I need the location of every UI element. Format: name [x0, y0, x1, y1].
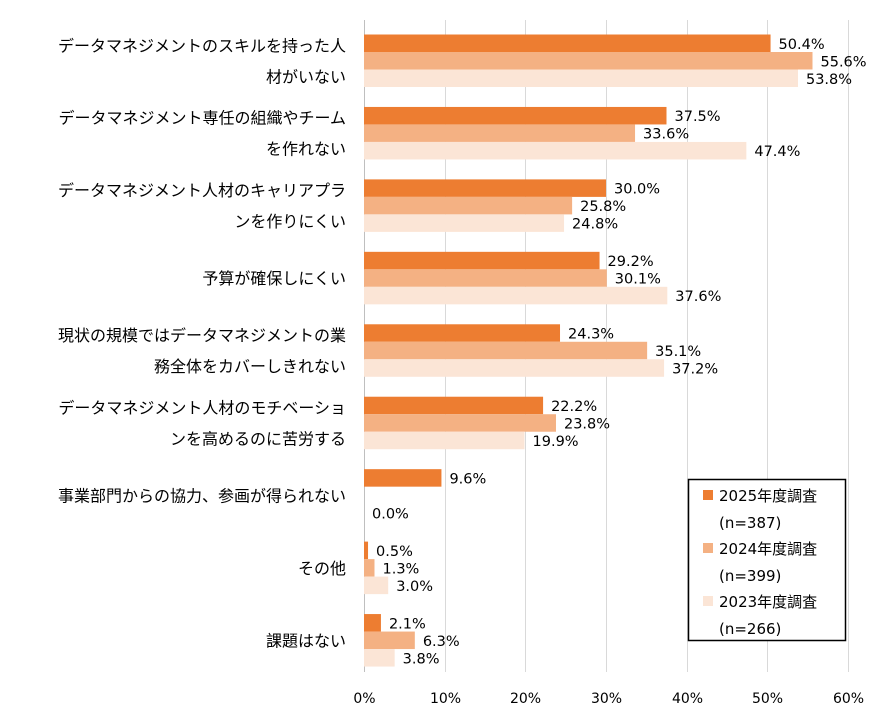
- bar-2-cat-6: [364, 414, 556, 432]
- bar-1-cat-9: [364, 614, 381, 632]
- data-label: 50.4%: [779, 37, 825, 53]
- x-tick-label: 40%: [672, 691, 703, 707]
- legend-series-name: 2025年度調査: [719, 487, 817, 505]
- legend-series-count: (n=266): [719, 620, 781, 638]
- legend-swatch: [703, 596, 713, 606]
- data-label: 3.8%: [403, 651, 440, 667]
- data-label: 25.8%: [580, 199, 626, 215]
- data-label: 35.1%: [655, 344, 701, 360]
- bar-3-cat-4: [364, 286, 668, 305]
- bar-3-cat-8: [364, 576, 389, 595]
- x-axis-ticks: 0% 10% 20% 30% 40% 50% 60%: [353, 691, 864, 707]
- data-label: 30.1%: [615, 272, 661, 288]
- data-label: 1.3%: [382, 561, 419, 577]
- bar-1-cat-2: [364, 106, 667, 125]
- data-label: 37.5%: [675, 109, 721, 125]
- legend-box: [687, 478, 847, 642]
- bar-1-cat-5: [364, 324, 561, 342]
- data-label: 22.2%: [551, 399, 597, 415]
- data-label: 29.2%: [608, 254, 654, 270]
- bar-2-cat-1: [364, 52, 813, 70]
- category-label: 務全体をカバーしきれない: [154, 357, 346, 376]
- category-label: 現状の規模ではデータマネジメントの業: [58, 326, 346, 345]
- bar-2-cat-4: [364, 269, 607, 287]
- data-label: 37.2%: [672, 362, 718, 378]
- category-label: ンを高めるのに苦労する: [170, 429, 346, 448]
- x-tick-label: 30%: [591, 691, 622, 707]
- legend-series-count: (n=387): [719, 514, 781, 532]
- x-tick-label: 50%: [752, 691, 783, 707]
- x-tick-label: 10%: [430, 691, 461, 707]
- data-label: 0.0%: [372, 506, 409, 522]
- bar-3-cat-2: [364, 141, 747, 160]
- data-label: 33.6%: [643, 127, 689, 143]
- data-label: 24.8%: [572, 217, 618, 233]
- bar-1-cat-4: [364, 251, 600, 270]
- data-label: 37.6%: [675, 289, 721, 305]
- data-label: 3.0%: [396, 579, 433, 595]
- x-tick-label: 60%: [833, 691, 864, 707]
- data-label: 6.3%: [423, 634, 460, 650]
- category-labels: データマネジメントのスキルを持った人材がいないデータマネジメント専任の組織やチー…: [58, 36, 346, 650]
- bar-3-cat-6: [364, 431, 525, 450]
- x-tick-label: 0%: [353, 691, 375, 707]
- category-label: データマネジメント人材のモチベーショ: [58, 398, 346, 417]
- bar-3-cat-5: [364, 359, 665, 377]
- category-label: 材がいない: [266, 67, 346, 86]
- bar-2-cat-5: [364, 341, 648, 360]
- category-label: その他: [298, 559, 346, 578]
- bar-2-cat-9: [364, 631, 415, 650]
- category-label: データマネジメント専任の組織やチーム: [58, 109, 346, 128]
- data-label: 2.1%: [389, 616, 426, 632]
- legend-swatch: [703, 490, 713, 500]
- category-label: データマネジメント人材のキャリアプラ: [58, 181, 346, 200]
- bar-1-cat-7: [364, 469, 442, 487]
- category-label: ンを作りにくい: [234, 212, 346, 231]
- bar-2-cat-8: [364, 559, 375, 577]
- category-label: 予算が確保しにくい: [202, 269, 346, 288]
- legend-series-name: 2024年度調査: [719, 540, 817, 558]
- category-label: を作れない: [266, 140, 346, 159]
- data-label: 19.9%: [533, 434, 579, 450]
- bar-2-cat-2: [364, 124, 636, 142]
- legend-swatch: [703, 543, 713, 553]
- bars: [364, 34, 813, 667]
- bar-3-cat-3: [364, 214, 565, 232]
- bar-1-cat-3: [364, 179, 606, 197]
- data-label: 0.5%: [376, 544, 413, 560]
- data-label: 23.8%: [564, 416, 610, 432]
- data-label: 24.3%: [568, 327, 614, 343]
- category-label: 課題はない: [266, 631, 346, 650]
- legend: 2025年度調査 (n=387) 2024年度調査 (n=399) 2023年度調査 (n…: [687, 478, 847, 642]
- data-label: 53.8%: [806, 72, 852, 88]
- bar-3-cat-1: [364, 69, 798, 87]
- bar-3-cat-9: [364, 649, 395, 667]
- category-label: 事業部門からの協力、参画が得られない: [58, 486, 346, 505]
- legend-series-name: 2023年度調査: [719, 593, 817, 611]
- data-label: 55.6%: [821, 54, 867, 70]
- data-label: 30.0%: [614, 182, 660, 198]
- data-label: 9.6%: [449, 471, 486, 487]
- bar-1-cat-1: [364, 34, 771, 52]
- x-tick-label: 20%: [510, 691, 541, 707]
- category-label: データマネジメントのスキルを持った人: [58, 36, 346, 55]
- legend-series-count: (n=399): [719, 567, 781, 585]
- data-label: 47.4%: [754, 144, 800, 160]
- bar-1-cat-8: [364, 541, 369, 560]
- bar-1-cat-6: [364, 396, 544, 415]
- data-labels: 50.4%55.6% 53.8% 37.5% 33.6% 47.4% 30.0%25.8%…: [372, 37, 867, 668]
- bar-2-cat-3: [364, 196, 573, 215]
